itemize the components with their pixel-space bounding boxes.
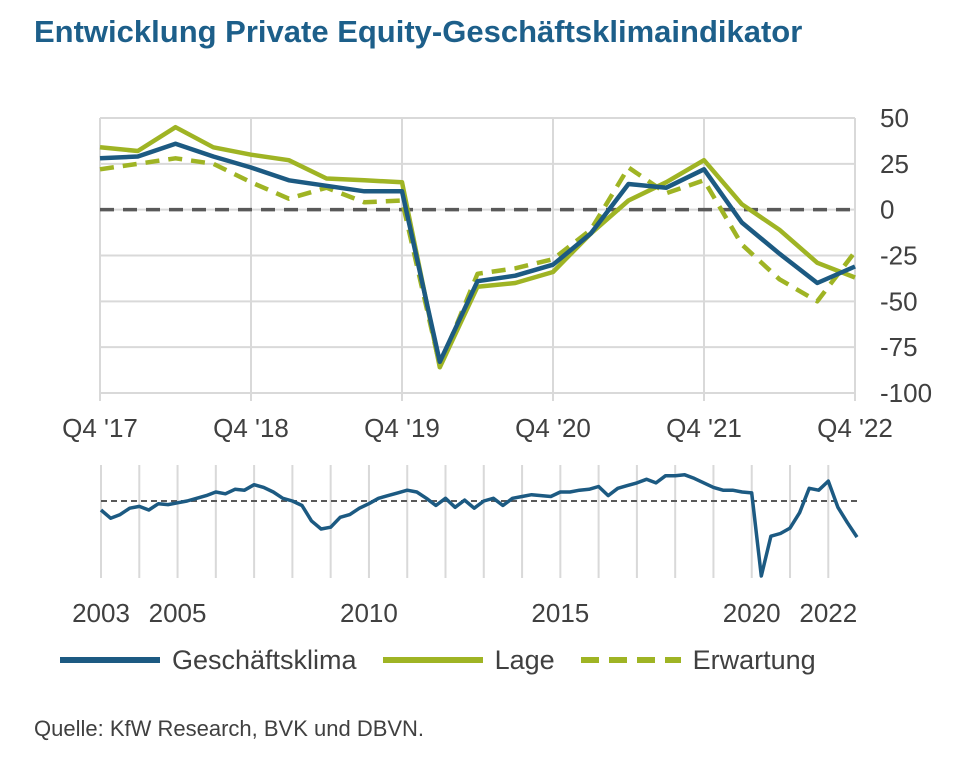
chart-area: 50 25 0 -25 -50 -75 -100 Q4 '17 Q4 '18 Q4 '19 Q4 '…: [62, 103, 932, 628]
y-tick-label: -50: [880, 286, 918, 316]
x-tick-label: Q4 '21: [666, 413, 742, 443]
legend-label-erwartung: Erwartung: [692, 644, 816, 675]
y-tick-label: 50: [880, 103, 909, 133]
x-tick-label: 2022: [799, 598, 857, 628]
y-tick-label: 0: [880, 195, 894, 225]
y-tick-label: -25: [880, 241, 918, 271]
x-tick-label: 2005: [149, 598, 207, 628]
legend-item-lage: Lage: [382, 644, 555, 676]
y-tick-label: -75: [880, 332, 918, 362]
legend-swatch-lage: [382, 657, 483, 663]
x-tick-label: Q4 '19: [364, 413, 440, 443]
legend-label-geschaeftsklima: Geschäftsklima: [172, 644, 357, 675]
x-tick-label: Q4 '18: [213, 413, 289, 443]
x-tick-label: Q4 '22: [817, 413, 893, 443]
series-line-geschaeftsklima: [99, 141, 856, 365]
x-tick-label: 2015: [531, 598, 589, 628]
source-note: Quelle: KfW Research, BVK und DBVN.: [34, 716, 425, 741]
legend-item-geschaeftsklima: Geschäftsklima: [60, 645, 357, 676]
chart-title: Entwicklung Private Equity-Geschäftsklim…: [34, 14, 803, 49]
top-chart: 50 25 0 -25 -50 -75 -100 Q4 '17 Q4 '18 Q4 '19 Q4 '…: [62, 103, 932, 443]
x-tick-label: 2003: [72, 598, 130, 628]
legend-swatch-erwartung: [580, 657, 681, 663]
legend-label-lage: Lage: [494, 644, 555, 675]
legend: Geschäftsklima Lage Erwartung: [60, 640, 842, 680]
series-line-geschaeftsklima-long: [99, 473, 859, 578]
y-tick-label: -100: [880, 378, 932, 408]
x-tick-label: Q4 '20: [515, 413, 591, 443]
legend-item-erwartung: Erwartung: [580, 644, 816, 676]
legend-swatch-geschaeftsklima: [60, 657, 160, 663]
y-tick-label: 25: [880, 149, 909, 179]
x-tick-label: 2010: [340, 598, 398, 628]
x-tick-label: Q4 '17: [62, 413, 138, 443]
series-line-erwartung: [99, 156, 857, 368]
bottom-chart: 2003 2005 2010 2015 2020 2022: [72, 465, 859, 628]
x-tick-label: 2020: [723, 598, 781, 628]
